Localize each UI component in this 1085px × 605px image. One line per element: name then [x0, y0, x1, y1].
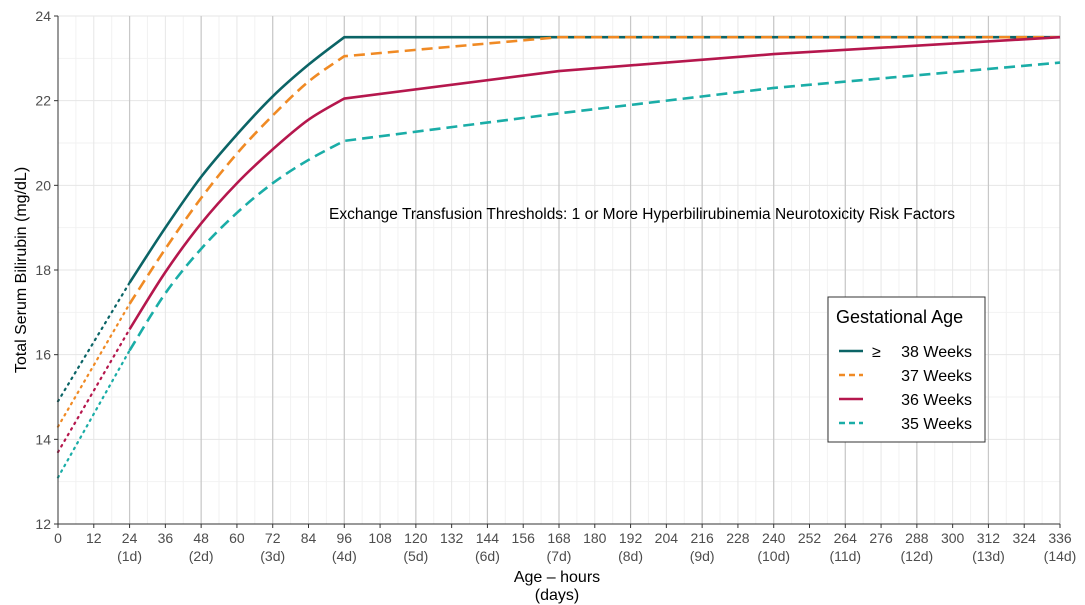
series-line — [128, 61, 1061, 352]
x-day-label: (4d) — [332, 548, 357, 564]
x-day-label: (9d) — [690, 548, 715, 564]
x-tick-label: 96 — [336, 530, 352, 546]
x-tick-label: 288 — [905, 530, 929, 546]
series-0 — [56, 35, 1060, 403]
x-tick-label: 60 — [229, 530, 245, 546]
x-tick-label: 120 — [404, 530, 428, 546]
y-tick-label: 12 — [35, 516, 51, 532]
series-2 — [56, 35, 1061, 454]
x-tick-label: 300 — [941, 530, 965, 546]
x-day-label: (3d) — [260, 548, 285, 564]
y-tick-label: 24 — [35, 8, 51, 24]
x-tick-label: 192 — [619, 530, 643, 546]
y-axis-title: Total Serum Bilirubin (mg/dL) — [13, 167, 30, 373]
x-day-label: (7d) — [547, 548, 572, 564]
x-day-label: (10d) — [757, 548, 790, 564]
x-tick-label: 336 — [1048, 530, 1072, 546]
series-3 — [56, 61, 1061, 479]
legend-label: 38 Weeks — [901, 344, 972, 361]
x-day-label: (6d) — [475, 548, 500, 564]
x-day-label: (8d) — [618, 548, 643, 564]
x-tick-label: 24 — [122, 530, 138, 546]
x-tick-label: 0 — [54, 530, 62, 546]
series-line — [128, 35, 1060, 305]
series-layer — [56, 35, 1061, 479]
x-day-label: (1d) — [117, 548, 142, 564]
legend-symbol: ≥ — [872, 344, 881, 361]
y-tick-label: 18 — [35, 262, 51, 278]
x-tick-label: 324 — [1013, 530, 1037, 546]
series-1 — [56, 35, 1060, 428]
x-day-label: (12d) — [901, 548, 934, 564]
x-tick-label: 12 — [86, 530, 102, 546]
x-tick-label: 252 — [798, 530, 822, 546]
x-tick-label: 228 — [726, 530, 750, 546]
legend-entries: ≥38 Weeks 37 Weeks 36 Weeks 35 Weeks — [839, 344, 972, 433]
legend-box — [827, 296, 986, 443]
x-tick-label: 240 — [762, 530, 786, 546]
x-tick-label: 36 — [158, 530, 174, 546]
legend-label: 37 Weeks — [901, 368, 972, 385]
series-line — [128, 35, 1060, 284]
series-line-dotted — [56, 302, 131, 428]
series-line-dotted — [56, 328, 131, 454]
legend-label: 36 Weeks — [901, 392, 972, 409]
x-axis-subtitle: (days) — [535, 587, 579, 604]
legend-title: Gestational Age — [836, 307, 963, 327]
x-tick-label: 144 — [476, 530, 500, 546]
series-line-dotted — [56, 349, 131, 479]
chart-annotation: Exchange Transfusion Thresholds: 1 or Mo… — [329, 206, 955, 223]
y-tick-label: 22 — [35, 93, 51, 109]
x-tick-label: 276 — [869, 530, 893, 546]
x-tick-label: 84 — [301, 530, 317, 546]
x-day-label: (11d) — [829, 548, 861, 564]
x-day-label: (13d) — [972, 548, 1005, 564]
x-tick-label: 72 — [265, 530, 281, 546]
x-tick-label: 204 — [655, 530, 679, 546]
x-tick-label: 264 — [834, 530, 858, 546]
x-day-label: (5d) — [403, 548, 428, 564]
x-tick-label: 180 — [583, 530, 607, 546]
x-tick-label: 108 — [368, 530, 392, 546]
x-axis-title: Age – hours — [514, 569, 600, 586]
x-day-label: (2d) — [189, 548, 214, 564]
x-tick-label: 156 — [512, 530, 536, 546]
y-tick-label: 20 — [35, 177, 51, 193]
x-tick-label: 168 — [547, 530, 571, 546]
x-day-label: (14d) — [1044, 548, 1077, 564]
x-tick-label: 48 — [193, 530, 209, 546]
legend: Gestational Age ≥38 Weeks 37 Weeks 36 Week… — [827, 296, 986, 443]
x-tick-label: 312 — [977, 530, 1001, 546]
x-tick-label: 132 — [440, 530, 464, 546]
legend-label: 35 Weeks — [901, 416, 972, 433]
series-line — [128, 35, 1061, 330]
y-tick-label: 16 — [35, 347, 51, 363]
x-tick-label: 216 — [690, 530, 714, 546]
y-tick-label: 14 — [35, 431, 51, 447]
